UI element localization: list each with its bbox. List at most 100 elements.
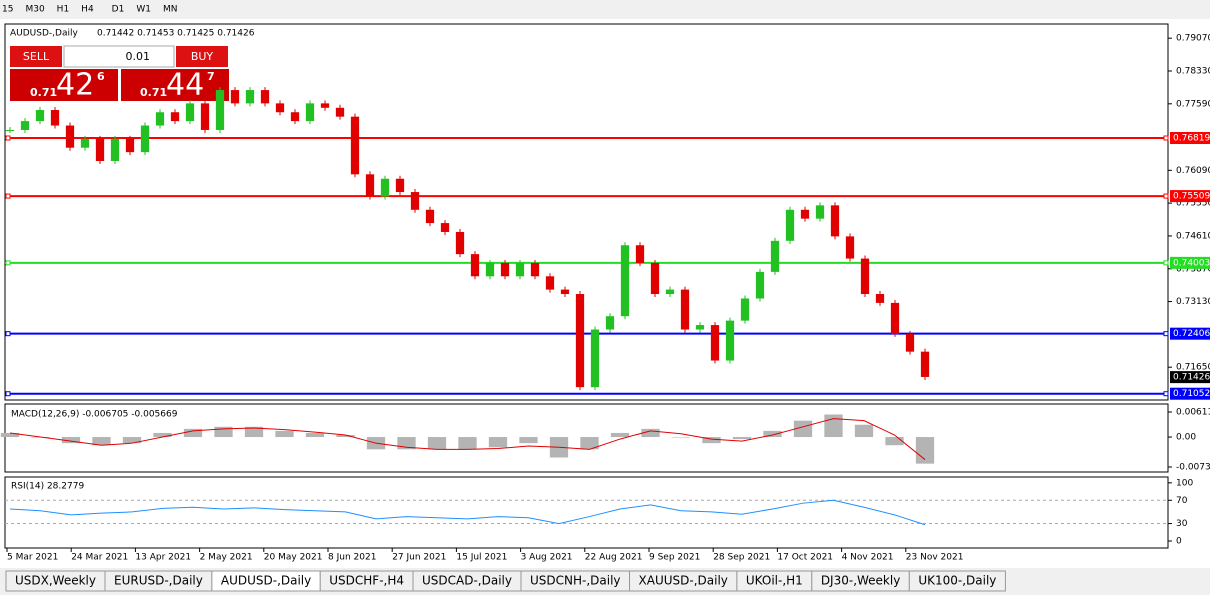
x-tick-label: 22 Aug 2021 xyxy=(585,553,643,563)
tab-label[interactable]: UKOil-,H1 xyxy=(746,574,803,588)
tab-label[interactable]: USDCHF-,H4 xyxy=(329,574,404,588)
macd-bar xyxy=(275,430,294,438)
candle xyxy=(65,125,75,148)
tab-label[interactable]: USDX,Weekly xyxy=(15,574,96,588)
tab[interactable] xyxy=(908,570,1006,592)
macd-bar xyxy=(824,414,843,438)
candle xyxy=(620,245,630,317)
level-handle[interactable] xyxy=(1163,193,1169,199)
rsi-line xyxy=(9,499,926,526)
macd-bar xyxy=(915,437,935,464)
level-handle[interactable] xyxy=(1163,260,1169,266)
x-tick-label: 9 Sep 2021 xyxy=(649,553,700,563)
level-label: 0.74003 xyxy=(1173,258,1210,268)
buy-price-box[interactable] xyxy=(121,69,229,101)
candle xyxy=(5,129,15,131)
sell-button[interactable] xyxy=(10,46,62,67)
macd-signal xyxy=(9,418,926,460)
macd-bar xyxy=(671,437,691,438)
timeframe-button[interactable]: H4 xyxy=(81,5,94,15)
tab-label[interactable]: USDCAD-,Daily xyxy=(422,574,512,588)
level-handle[interactable] xyxy=(5,135,11,141)
y-tick-label: 0 xyxy=(1176,537,1182,547)
candle xyxy=(500,262,510,277)
level-handle[interactable] xyxy=(5,331,11,337)
sell-price-big: 42 xyxy=(56,68,94,103)
macd-bar xyxy=(732,437,752,440)
tab-label[interactable]: USDCNH-,Daily xyxy=(530,574,621,588)
level-handle[interactable] xyxy=(5,193,11,199)
macd-bar xyxy=(336,434,355,438)
candle xyxy=(380,178,390,197)
candle xyxy=(515,262,525,277)
level-handle[interactable] xyxy=(1163,135,1169,141)
candle xyxy=(305,103,315,122)
buy-price-small: 7 xyxy=(207,70,215,83)
x-tick-label: 4 Nov 2021 xyxy=(842,553,894,563)
y-tick-label: 30 xyxy=(1176,519,1188,529)
candle xyxy=(665,289,675,295)
candle xyxy=(260,90,270,104)
candle xyxy=(860,258,870,295)
candle xyxy=(710,325,720,361)
candle xyxy=(770,240,780,272)
current-price-tag xyxy=(1170,371,1210,384)
current-price-label: 0.71426 xyxy=(1173,373,1210,383)
level-handle[interactable] xyxy=(5,260,11,266)
lot-input[interactable] xyxy=(63,45,175,68)
macd-bar xyxy=(0,432,20,438)
y-tick-label: 0.79070 xyxy=(1176,34,1210,44)
candle xyxy=(740,298,750,321)
sell-price-prefix: 0.71 xyxy=(30,86,57,99)
tab-label[interactable]: DJ30-,Weekly xyxy=(821,574,901,588)
level-label: 0.76819 xyxy=(1173,133,1210,143)
candle xyxy=(320,103,330,108)
macd-bar xyxy=(183,428,203,438)
x-tick-label: 28 Sep 2021 xyxy=(713,553,770,563)
level-handle[interactable] xyxy=(1163,391,1169,397)
macd-bar xyxy=(763,430,782,438)
x-tick-label: 27 Jun 2021 xyxy=(392,553,446,563)
x-tick-label: 2 May 2021 xyxy=(200,553,253,563)
tab-label[interactable]: EURUSD-,Daily xyxy=(114,574,203,588)
tab-label[interactable]: AUDUSD-,Daily xyxy=(221,574,311,588)
level-tag xyxy=(1170,387,1210,400)
candle xyxy=(680,289,690,330)
macd-label: MACD(12,26,9) -0.006705 -0.005669 xyxy=(11,410,178,420)
timeframe-button[interactable]: D1 xyxy=(112,5,125,15)
tab-label[interactable]: UK100-,Daily xyxy=(918,574,996,588)
candle xyxy=(875,294,885,303)
timeframe-button[interactable]: H1 xyxy=(57,5,70,15)
level-handle[interactable] xyxy=(5,391,11,397)
y-tick-label: -0.007315 xyxy=(1176,462,1210,472)
sell-price-box[interactable] xyxy=(10,69,118,101)
x-tick-label: 23 Nov 2021 xyxy=(906,553,964,563)
timeframe-button[interactable]: 15 xyxy=(2,5,13,15)
x-tick-label: 24 Mar 2021 xyxy=(71,553,128,563)
candle xyxy=(530,262,540,277)
macd-bar xyxy=(854,424,874,438)
buy-label: BUY xyxy=(191,50,214,63)
buy-price-prefix: 0.71 xyxy=(140,86,167,99)
candle xyxy=(215,90,225,130)
timeframe-button[interactable]: MN xyxy=(163,5,178,15)
candle xyxy=(140,125,150,153)
level-tag xyxy=(1170,131,1210,144)
tab-label[interactable]: XAUUSD-,Daily xyxy=(639,574,728,588)
y-tick-label: 0.78330 xyxy=(1176,67,1210,77)
main-frame xyxy=(4,23,1169,401)
candle xyxy=(920,351,930,377)
ohlc-label: 0.71442 0.71453 0.71425 0.71426 xyxy=(97,29,255,39)
candle xyxy=(605,316,615,330)
buy-button[interactable] xyxy=(176,46,228,67)
timeframe-button[interactable]: M30 xyxy=(25,5,44,15)
y-tick-label: 0.006115 xyxy=(1176,408,1210,418)
y-tick-label: 0.73130 xyxy=(1176,297,1210,307)
candle xyxy=(425,209,435,224)
candle xyxy=(545,276,555,290)
candle xyxy=(410,192,420,210)
level-handle[interactable] xyxy=(1163,331,1169,337)
timeframe-button[interactable]: W1 xyxy=(136,5,151,15)
candle xyxy=(815,205,825,219)
candle xyxy=(485,262,495,277)
